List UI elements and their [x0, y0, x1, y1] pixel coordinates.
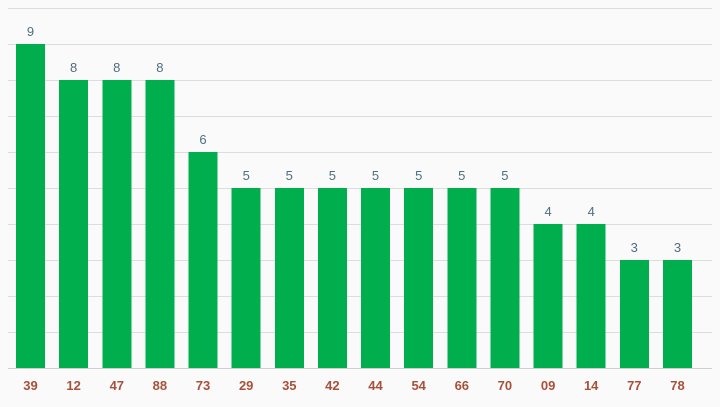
- bar-47[interactable]: [102, 80, 132, 368]
- bars: [16, 44, 692, 368]
- value-label-29: 5: [243, 168, 250, 183]
- value-label-70: 5: [501, 168, 508, 183]
- category-label-73: 73: [196, 378, 210, 393]
- category-label-39: 39: [23, 378, 37, 393]
- bar-42[interactable]: [317, 188, 347, 368]
- category-label-54: 54: [411, 378, 426, 393]
- bar-73[interactable]: [188, 152, 218, 368]
- category-label-88: 88: [153, 378, 167, 393]
- value-label-12: 8: [70, 60, 77, 75]
- value-label-39: 9: [27, 24, 34, 39]
- value-label-47: 8: [113, 60, 120, 75]
- value-label-14: 4: [588, 204, 595, 219]
- bar-54[interactable]: [404, 188, 434, 368]
- bar-39[interactable]: [16, 44, 45, 368]
- category-label-35: 35: [282, 378, 296, 393]
- category-labels: 39 12 47 88 73 29 35 42 44 54 66 70 09 14 77 78: [23, 378, 684, 393]
- category-label-77: 77: [627, 378, 641, 393]
- value-label-78: 3: [674, 240, 681, 255]
- category-label-78: 78: [670, 378, 684, 393]
- bar-29[interactable]: [231, 188, 261, 368]
- category-label-70: 70: [498, 378, 512, 393]
- bar-88[interactable]: [145, 80, 175, 368]
- bar-77[interactable]: [619, 260, 649, 368]
- value-labels: 9 8 8 8 6 5 5 5 5 5 5 5 4 4 3 3: [27, 24, 681, 255]
- category-label-12: 12: [66, 378, 80, 393]
- value-label-66: 5: [458, 168, 465, 183]
- value-label-88: 8: [156, 60, 163, 75]
- value-label-35: 5: [286, 168, 293, 183]
- bar-78[interactable]: [663, 260, 692, 368]
- value-label-77: 3: [631, 240, 638, 255]
- category-label-44: 44: [368, 378, 383, 393]
- bar-09[interactable]: [533, 224, 563, 368]
- value-label-54: 5: [415, 168, 422, 183]
- bar-14[interactable]: [576, 224, 606, 368]
- bar-70[interactable]: [490, 188, 520, 368]
- bar-66[interactable]: [447, 188, 477, 368]
- category-label-29: 29: [239, 378, 253, 393]
- category-label-09: 09: [541, 378, 555, 393]
- bar-12[interactable]: [59, 80, 89, 368]
- bar-44[interactable]: [361, 188, 390, 368]
- category-label-47: 47: [110, 378, 124, 393]
- value-label-44: 5: [372, 168, 379, 183]
- value-label-73: 6: [199, 132, 206, 147]
- value-label-09: 4: [544, 204, 551, 219]
- category-label-14: 14: [584, 378, 599, 393]
- value-label-42: 5: [329, 168, 336, 183]
- bar-35[interactable]: [274, 188, 304, 368]
- category-label-66: 66: [455, 378, 469, 393]
- category-label-42: 42: [325, 378, 339, 393]
